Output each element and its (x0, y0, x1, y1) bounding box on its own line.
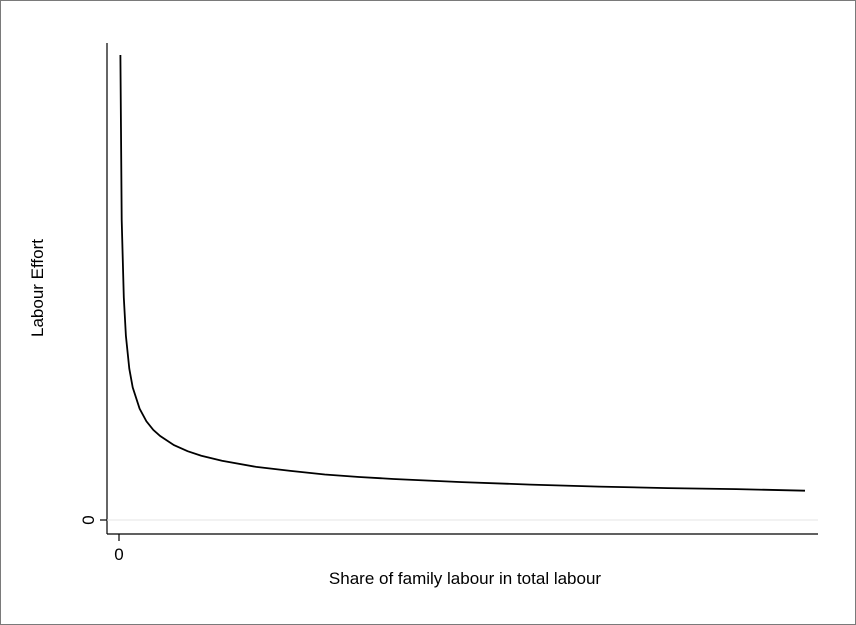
axis-ticks: 00 (79, 515, 124, 564)
y-axis-label: Labour Effort (28, 239, 47, 337)
x-axis-label: Share of family labour in total labour (329, 569, 601, 588)
y-tick-label: 0 (79, 515, 98, 524)
series-line (119, 54, 806, 492)
x-tick-label: 0 (114, 545, 123, 564)
